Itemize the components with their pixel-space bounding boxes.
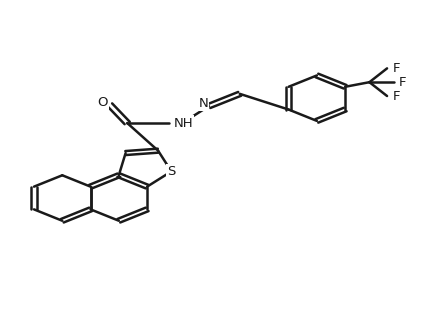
Text: S: S <box>167 165 175 178</box>
Text: F: F <box>392 90 400 103</box>
Text: NH: NH <box>174 117 193 130</box>
Text: O: O <box>98 95 108 108</box>
Text: F: F <box>399 76 406 89</box>
Text: N: N <box>198 97 208 110</box>
Text: F: F <box>392 62 400 75</box>
